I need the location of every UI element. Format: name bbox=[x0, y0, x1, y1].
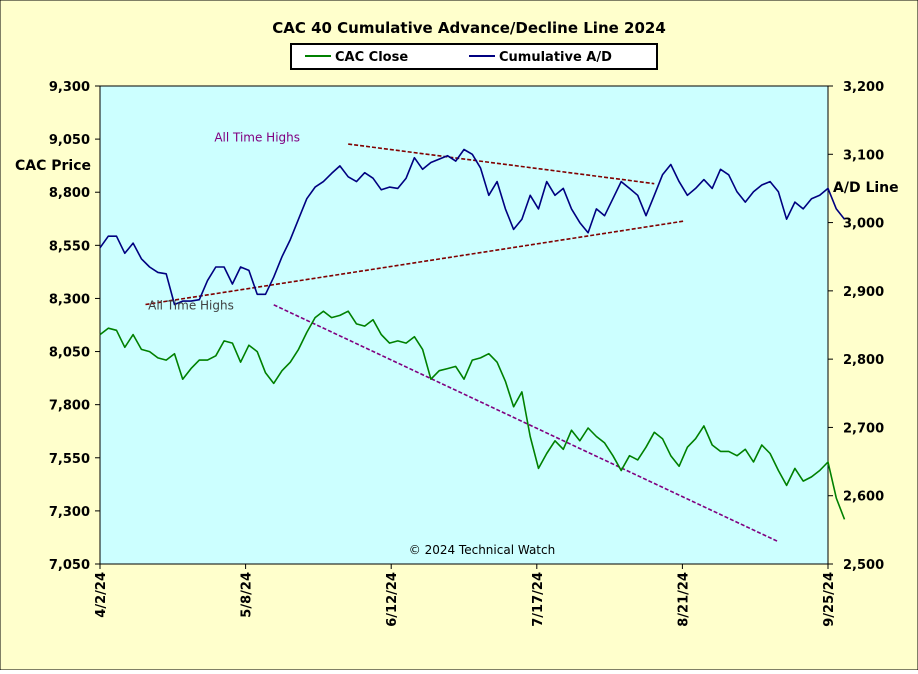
right-axis: 2,500 2,600 2,700 2,800 2,900 3,000 3,100 3,200 bbox=[828, 80, 884, 573]
left-tick-label: 7,550 bbox=[49, 452, 90, 467]
annotations: All Time Highs All Time Highs bbox=[148, 131, 300, 313]
right-tick-label: 2,900 bbox=[843, 285, 884, 300]
trendline bbox=[273, 304, 779, 543]
left-axis-title: CAC Price bbox=[15, 158, 91, 174]
right-tick-label: 2,500 bbox=[843, 558, 884, 573]
x-tick-label: 4/2/24 bbox=[94, 572, 109, 618]
series-line-cac-close bbox=[99, 310, 846, 520]
series-layer bbox=[99, 148, 846, 520]
trendline bbox=[348, 143, 655, 185]
chart-title: CAC 40 Cumulative Advance/Decline Line 2… bbox=[272, 19, 666, 37]
plot-area bbox=[99, 85, 829, 565]
trendline bbox=[145, 220, 684, 306]
right-tick-label: 3,000 bbox=[843, 217, 884, 232]
series-line-cumulative-ad bbox=[99, 148, 846, 306]
left-tick-label: 7,050 bbox=[49, 558, 90, 573]
right-tick-label: 3,100 bbox=[843, 148, 884, 163]
right-tick-label: 2,700 bbox=[843, 421, 884, 436]
left-tick-label: 8,800 bbox=[49, 186, 90, 201]
left-tick-label: 8,300 bbox=[49, 292, 90, 307]
left-tick-label: 9,300 bbox=[49, 80, 90, 95]
legend: CAC Close Cumulative A/D bbox=[290, 43, 658, 70]
left-tick-label: 8,050 bbox=[49, 346, 90, 361]
left-axis: 7,050 7,300 7,550 7,800 8,050 8,300 8,550 8,800… bbox=[49, 80, 100, 573]
left-tick-label: 7,300 bbox=[49, 505, 90, 520]
x-tick-label: 7/17/24 bbox=[531, 572, 546, 627]
copyright-text: © 2024 Technical Watch bbox=[409, 543, 555, 557]
right-tick-label: 3,200 bbox=[843, 80, 884, 95]
annotation-all-time-highs: All Time Highs bbox=[148, 299, 234, 313]
x-tick-label: 9/25/24 bbox=[822, 572, 837, 627]
annotation-all-time-highs: All Time Highs bbox=[214, 131, 300, 145]
legend-label-cumulative-ad: Cumulative A/D bbox=[499, 50, 612, 65]
x-tick-label: 8/21/24 bbox=[676, 572, 691, 627]
x-axis: 4/2/24 5/8/24 6/12/24 7/17/24 8/21/24 9/25/24 bbox=[94, 564, 837, 627]
legend-label-cac-close: CAC Close bbox=[335, 50, 408, 65]
left-tick-label: 9,050 bbox=[49, 133, 90, 148]
left-tick-label: 7,800 bbox=[49, 399, 90, 414]
right-tick-label: 2,800 bbox=[843, 353, 884, 368]
x-tick-label: 6/12/24 bbox=[385, 572, 400, 627]
right-tick-label: 2,600 bbox=[843, 490, 884, 505]
right-axis-title: A/D Line bbox=[833, 180, 899, 196]
trendlines bbox=[145, 143, 779, 543]
x-tick-label: 5/8/24 bbox=[240, 572, 255, 618]
left-tick-label: 8,550 bbox=[49, 239, 90, 254]
